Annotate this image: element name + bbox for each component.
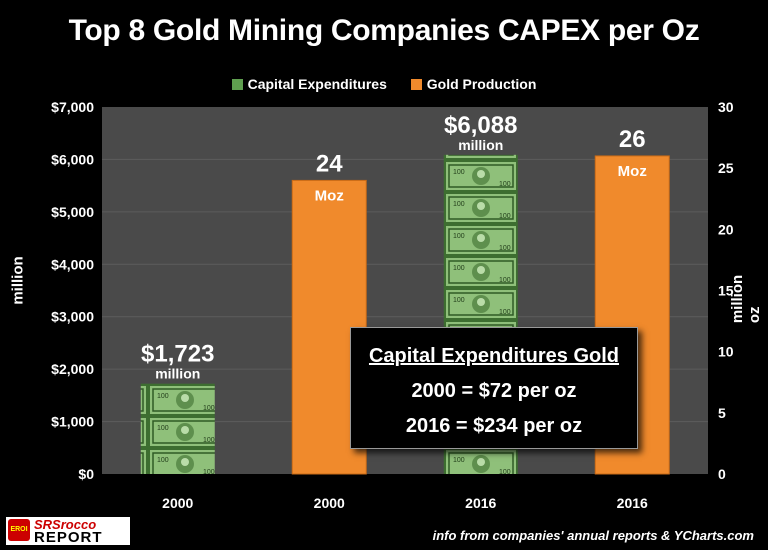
right-tick-label: 25 <box>718 160 734 176</box>
right-tick-label: 20 <box>718 221 734 237</box>
y-axis-label-right: million oz <box>729 274 764 324</box>
x-axis: 2000 2000 2016 2016 <box>162 495 648 511</box>
x-tick-label: 2016 <box>617 495 648 511</box>
legend: Capital Expenditures Gold Production <box>0 76 768 92</box>
bar-unit-label: million <box>458 137 503 153</box>
left-tick-label: $0 <box>78 466 94 482</box>
left-tick-label: $3,000 <box>51 309 94 325</box>
left-tick-label: $2,000 <box>51 361 94 377</box>
x-tick-label: 2000 <box>314 495 345 511</box>
bar-unit-label: Moz <box>618 163 647 180</box>
bar-value-label: $6,088 <box>444 112 517 139</box>
bar-value-label: 26 <box>619 126 646 153</box>
right-tick-label: 0 <box>718 466 726 482</box>
left-axis: $0 $1,000 $2,000 $3,000 $4,000 $5,000 $6,000 $7… <box>51 99 94 482</box>
bar-capital-expenditures <box>140 383 215 474</box>
logo-badge: EROI <box>8 519 30 541</box>
logo: EROI SRSrocco REPORT <box>6 517 130 546</box>
legend-label-gold: Gold Production <box>426 76 537 92</box>
annotation-line-2000: 2000 = $72 per oz <box>411 380 577 402</box>
right-tick-label: 10 <box>718 344 734 360</box>
right-tick-label: 30 <box>718 99 734 115</box>
legend-label-capex: Capital Expenditures <box>247 76 387 92</box>
left-tick-label: $5,000 <box>51 204 94 220</box>
left-tick-label: $1,000 <box>51 414 94 430</box>
legend-swatch-gold <box>410 79 422 90</box>
logo-line-1: SRSrocco <box>34 517 97 532</box>
y-axis-label-left: million <box>9 256 27 305</box>
legend-item-gold: Gold Production <box>410 76 537 92</box>
bar-unit-label: Moz <box>315 187 344 204</box>
chart-title: Top 8 Gold Mining Companies CAPEX per Oz <box>68 14 700 47</box>
legend-swatch-capex <box>231 79 243 90</box>
left-tick-label: $6,000 <box>51 151 94 167</box>
legend-item-capex: Capital Expenditures <box>231 76 387 92</box>
logo-line-2: REPORT <box>34 529 103 546</box>
annotation-box: Capital Expenditures Gold 2000 = $72 per… <box>350 327 638 449</box>
right-tick-label: 15 <box>718 283 734 299</box>
x-tick-label: 2000 <box>162 495 193 511</box>
bar-value-label: 24 <box>316 150 343 177</box>
bar-value-label: $1,723 <box>141 341 214 368</box>
x-tick-label: 2016 <box>465 495 496 511</box>
left-tick-label: $4,000 <box>51 256 94 272</box>
bar-unit-label: million <box>155 366 200 382</box>
source-footer: info from companies' annual reports & YC… <box>432 528 754 543</box>
annotation-line-2016: 2016 = $234 per oz <box>405 415 583 437</box>
right-tick-label: 5 <box>718 405 726 421</box>
left-tick-label: $7,000 <box>51 99 94 115</box>
right-axis: 0 5 10 15 20 25 30 <box>718 99 734 482</box>
annotation-heading: Capital Expenditures Gold <box>368 345 620 367</box>
